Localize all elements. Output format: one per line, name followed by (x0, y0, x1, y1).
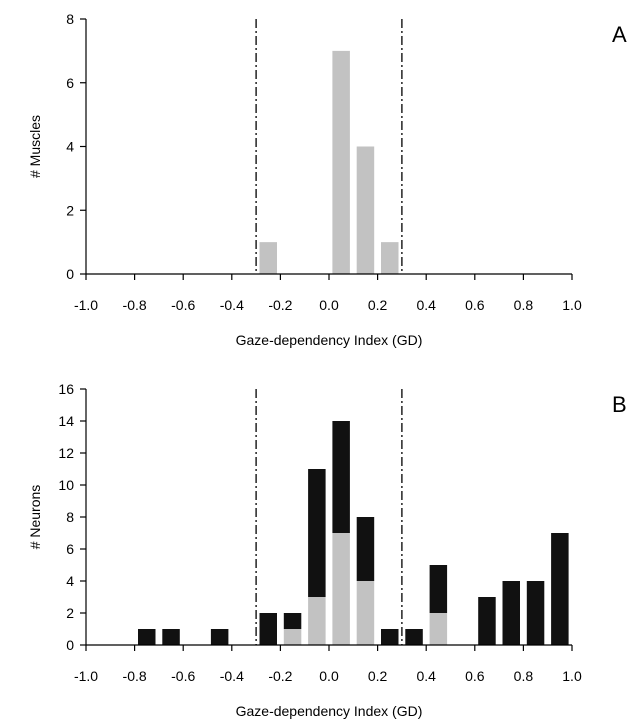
bar (138, 629, 156, 645)
x-tick-label: -1.0 (74, 297, 98, 313)
x-axis-title: Gaze-dependency Index (GD) (236, 332, 423, 348)
y-tick-label: 2 (66, 605, 74, 621)
x-tick-label: 0.2 (368, 297, 388, 313)
y-tick-label: 2 (66, 202, 74, 218)
x-tick-label: 0.6 (465, 668, 485, 684)
x-tick-label: -0.4 (220, 297, 244, 313)
bar (259, 613, 277, 645)
y-tick-label: 10 (58, 477, 74, 493)
y-axis-title: # Neurons (27, 485, 43, 550)
y-tick-label: 0 (66, 637, 74, 653)
bar (162, 629, 180, 645)
bar (332, 50, 350, 274)
bar (405, 629, 423, 645)
y-tick-label: 4 (66, 573, 74, 589)
x-tick-label: 0.0 (319, 668, 339, 684)
bar (526, 581, 545, 645)
x-tick-label: -0.8 (123, 668, 147, 684)
x-tick-label: 0.8 (514, 297, 534, 313)
x-tick-label: 0.2 (368, 668, 388, 684)
bar (308, 469, 326, 597)
bar (356, 146, 375, 274)
bar (429, 565, 448, 613)
panel-letter: B (612, 392, 627, 417)
y-tick-label: 12 (58, 445, 74, 461)
bar (332, 421, 350, 533)
y-axis-title: # Muscles (27, 115, 43, 178)
bar (381, 629, 399, 645)
x-tick-label: -0.4 (220, 668, 244, 684)
y-tick-label: 16 (58, 381, 74, 397)
bar (283, 613, 302, 629)
bar (356, 517, 375, 581)
y-tick-label: 14 (58, 413, 74, 429)
bar (551, 533, 569, 645)
x-tick-label: -0.2 (268, 297, 292, 313)
x-axis-title: Gaze-dependency Index (GD) (236, 703, 423, 719)
bar (478, 597, 496, 645)
x-tick-label: 1.0 (562, 668, 582, 684)
panel-a-muscles: -1.0 -0.8 -0.6 -0.4 -0.2 0.0 0.2 0.4 0.6 0.8 1.0 0 2… (27, 11, 627, 348)
x-tick-label: -0.8 (123, 297, 147, 313)
y-tick-label: 0 (66, 266, 74, 282)
x-tick-label: 0.4 (416, 668, 436, 684)
bar (356, 581, 375, 645)
y-tick-label: 6 (66, 541, 74, 557)
x-tick-label: 0.6 (465, 297, 485, 313)
bar (381, 242, 399, 274)
bar (308, 597, 326, 645)
bar (332, 533, 350, 645)
x-tick-label: 0.4 (416, 297, 436, 313)
x-tick-label: 0.8 (514, 668, 534, 684)
panel-b-neurons: -1.0 -0.8 -0.6 -0.4 -0.2 0.0 0.2 0.4 0.6 0.8 1.0 0 2… (27, 381, 627, 719)
bar (502, 581, 520, 645)
x-tick-label: 0.0 (319, 297, 339, 313)
x-tick-label: -1.0 (74, 668, 98, 684)
x-tick-label: -0.2 (268, 668, 292, 684)
bar (429, 613, 448, 645)
bar (283, 629, 302, 645)
y-tick-label: 6 (66, 75, 74, 91)
x-tick-label: 1.0 (562, 297, 582, 313)
y-tick-label: 4 (66, 139, 74, 155)
y-tick-label: 8 (66, 11, 74, 27)
x-tick-label: -0.6 (171, 297, 195, 313)
panel-letter: A (612, 22, 627, 47)
bar (210, 629, 229, 645)
y-tick-label: 8 (66, 509, 74, 525)
x-tick-label: -0.6 (171, 668, 195, 684)
bar (259, 242, 277, 274)
